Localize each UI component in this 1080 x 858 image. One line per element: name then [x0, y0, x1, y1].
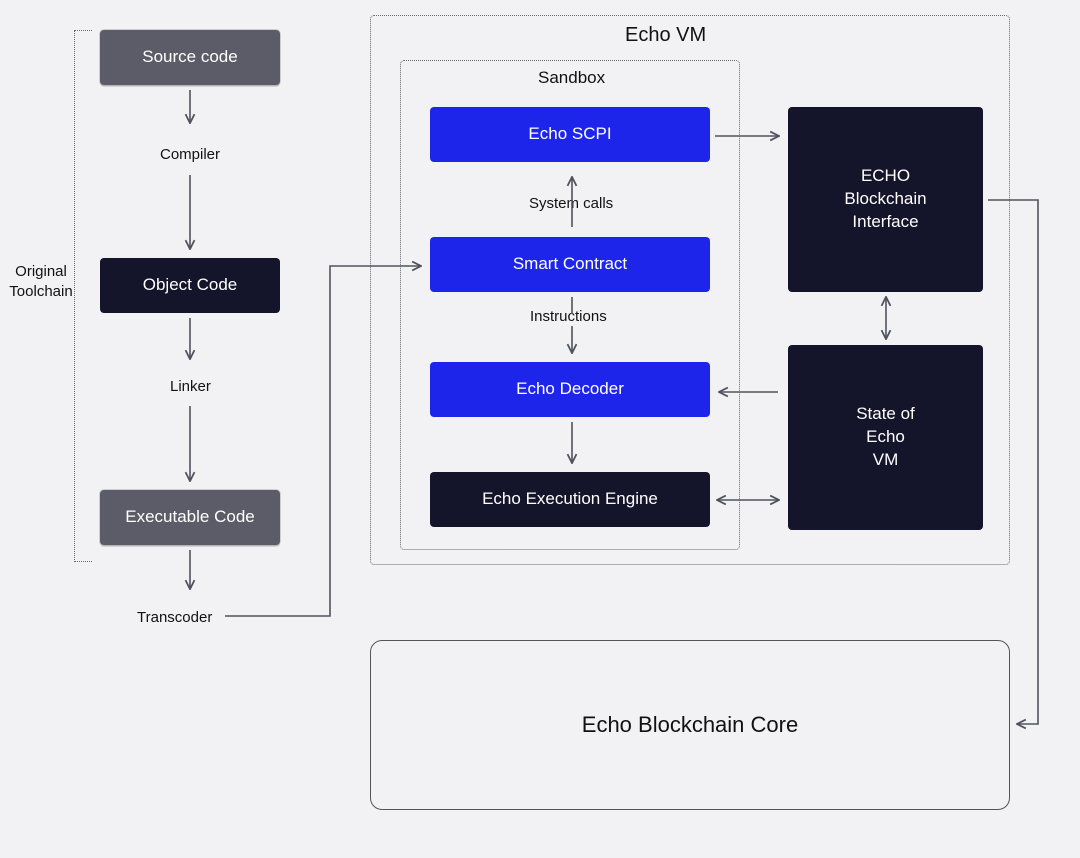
label-compiler: Compiler	[160, 145, 220, 165]
label-instructions: Instructions	[530, 307, 607, 327]
node-source-code: Source code	[100, 30, 280, 85]
label-transcoder: Transcoder	[137, 608, 212, 628]
node-executable: Executable Code	[100, 490, 280, 545]
node-interface: ECHO Blockchain Interface	[788, 107, 983, 292]
region-sandbox-label: Sandbox	[538, 67, 605, 89]
label-original-toolchain: Original Toolchain	[8, 262, 74, 301]
node-decoder: Echo Decoder	[430, 362, 710, 417]
node-core: Echo Blockchain Core	[370, 640, 1010, 810]
bracket-original-toolchain	[74, 30, 92, 562]
region-echo-vm-label: Echo VM	[625, 22, 706, 48]
node-scpi: Echo SCPI	[430, 107, 710, 162]
node-exec-engine: Echo Execution Engine	[430, 472, 710, 527]
label-linker: Linker	[170, 377, 211, 397]
label-system-calls: System calls	[529, 194, 613, 214]
node-smart-contract: Smart Contract	[430, 237, 710, 292]
node-object-code: Object Code	[100, 258, 280, 313]
node-state: State of Echo VM	[788, 345, 983, 530]
